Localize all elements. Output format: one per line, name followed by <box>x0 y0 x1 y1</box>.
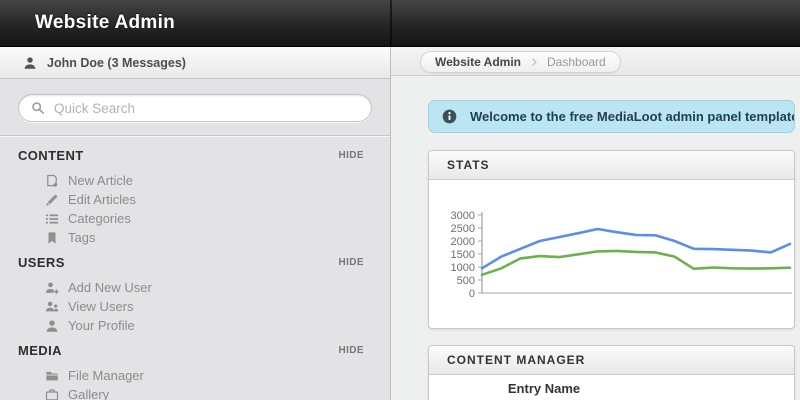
breadcrumb-bar: Website Admin Dashboard <box>391 47 800 76</box>
content-manager-title: CONTENT MANAGER <box>447 353 586 367</box>
search-icon <box>31 101 45 115</box>
sidebar-item-edit-articles[interactable]: Edit Articles <box>18 190 364 209</box>
sidebar-item-label: Tags <box>68 230 96 245</box>
sidebar-item-label: Categories <box>68 211 131 226</box>
topbar-seam <box>390 0 392 47</box>
user-label: John Doe (3 Messages) <box>47 55 186 70</box>
sidebar-item-label: View Users <box>68 299 134 314</box>
sidebar-menu: CONTENT HIDE New Article Edit Articles Categ… <box>0 136 390 400</box>
section-hide-link[interactable]: HIDE <box>338 149 364 161</box>
user-icon <box>23 56 37 70</box>
search-box <box>18 94 372 122</box>
section-items: File Manager Gallery <box>18 366 364 400</box>
stats-panel-title: STATS <box>447 158 490 172</box>
info-icon <box>442 109 457 124</box>
new-article-icon <box>45 174 59 188</box>
section-title: CONTENT <box>18 147 84 163</box>
welcome-banner-text: Welcome to the free MediaLoot admin pane… <box>470 109 795 124</box>
content-table-header-row: Entry Name <box>429 375 794 396</box>
sidebar-section-users: USERS HIDE Add New User View Users Your Prof… <box>18 253 364 335</box>
categories-icon <box>45 212 59 226</box>
topbar: Website Admin <box>0 0 800 47</box>
section-title: USERS <box>18 254 65 270</box>
svg-text:1500: 1500 <box>451 249 475 261</box>
sidebar-divider <box>0 135 390 136</box>
sidebar-item-label: Add New User <box>68 280 152 295</box>
sidebar-item-add-new-user[interactable]: Add New User <box>18 278 364 297</box>
user-menu[interactable]: John Doe (3 Messages) <box>0 47 390 79</box>
sidebar-item-categories[interactable]: Categories <box>18 209 364 228</box>
svg-text:0: 0 <box>469 288 475 300</box>
sidebar-item-view-users[interactable]: View Users <box>18 297 364 316</box>
section-hide-link[interactable]: HIDE <box>338 344 364 356</box>
breadcrumb: Website Admin Dashboard <box>420 51 621 73</box>
section-hide-link[interactable]: HIDE <box>338 256 364 268</box>
add-user-icon <box>45 281 59 295</box>
sidebar-item-label: Gallery <box>68 387 110 400</box>
svg-text:500: 500 <box>457 275 475 287</box>
sidebar-item-label: Edit Articles <box>68 192 136 207</box>
svg-text:2000: 2000 <box>451 236 475 248</box>
svg-text:2500: 2500 <box>451 223 475 235</box>
sidebar-item-gallery[interactable]: Gallery <box>18 385 364 400</box>
section-header: CONTENT HIDE <box>18 146 364 164</box>
breadcrumb-root[interactable]: Website Admin <box>435 55 522 69</box>
stats-panel: STATS 0 500 1000 1500 2000 2500 3000 <box>428 150 795 329</box>
camera-icon <box>45 388 59 400</box>
section-header: MEDIA HIDE <box>18 341 364 359</box>
chevron-right-icon <box>529 57 539 67</box>
section-items: Add New User View Users Your Profile <box>18 278 364 335</box>
content-manager-panel: CONTENT MANAGER Entry Name <box>428 345 795 400</box>
svg-text:3000: 3000 <box>451 210 475 222</box>
search-input[interactable] <box>52 99 359 117</box>
tag-icon <box>45 231 59 245</box>
section-items: New Article Edit Articles Categories Tags <box>18 171 364 247</box>
sidebar-item-new-article[interactable]: New Article <box>18 171 364 190</box>
sidebar-section-media: MEDIA HIDE File Manager Gallery <box>18 341 364 400</box>
profile-icon <box>45 319 59 333</box>
sidebar-item-label: Your Profile <box>68 318 135 333</box>
sidebar-item-your-profile[interactable]: Your Profile <box>18 316 364 335</box>
stats-line-chart: 0 500 1000 1500 2000 2500 3000 <box>429 181 794 329</box>
sidebar: John Doe (3 Messages) CONTENT HIDE New Art… <box>0 47 391 400</box>
view-users-icon <box>45 300 59 314</box>
edit-icon <box>45 193 59 207</box>
svg-text:1000: 1000 <box>451 262 475 274</box>
main-content: Website Admin Dashboard Welcome to the f… <box>391 47 800 400</box>
welcome-banner: Welcome to the free MediaLoot admin pane… <box>428 100 795 133</box>
stats-panel-header: STATS <box>429 151 794 180</box>
sidebar-item-label: File Manager <box>68 368 144 383</box>
sidebar-item-tags[interactable]: Tags <box>18 228 364 247</box>
folder-icon <box>45 369 59 383</box>
section-title: MEDIA <box>18 342 62 358</box>
breadcrumb-current[interactable]: Dashboard <box>547 55 606 69</box>
column-header-entry-name: Entry Name <box>507 381 581 396</box>
search-row <box>0 79 390 135</box>
sidebar-item-file-manager[interactable]: File Manager <box>18 366 364 385</box>
sidebar-section-content: CONTENT HIDE New Article Edit Articles Categ… <box>18 146 364 247</box>
app-title: Website Admin <box>35 12 176 33</box>
content-manager-header: CONTENT MANAGER <box>429 346 794 375</box>
sidebar-item-label: New Article <box>68 173 134 188</box>
section-header: USERS HIDE <box>18 253 364 271</box>
